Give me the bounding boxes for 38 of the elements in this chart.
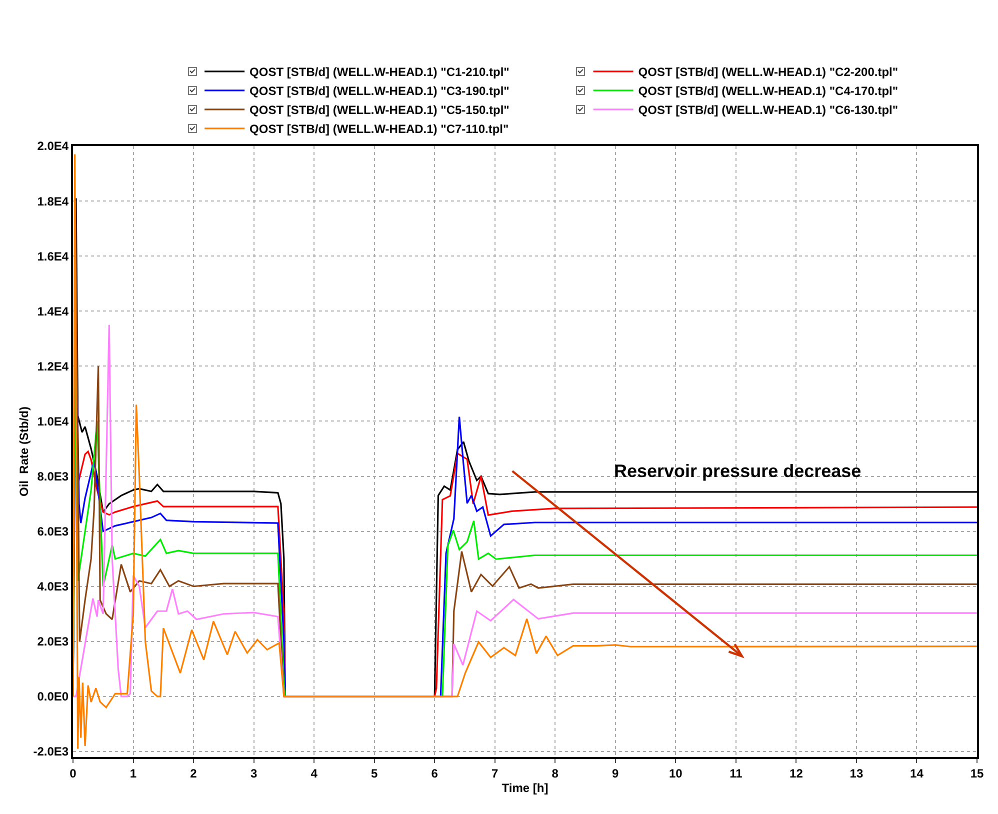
x-tick-label: 13 bbox=[850, 766, 864, 780]
y-tick-label: 2.0E4 bbox=[37, 139, 69, 154]
legend-label: QOST [STB/d] (WELL.W-HEAD.1) "C2-200.tpl" bbox=[638, 65, 898, 80]
y-tick-label: 8.0E3 bbox=[37, 469, 69, 484]
x-tick-label: 2 bbox=[190, 766, 198, 780]
x-tick-label: 11 bbox=[730, 766, 743, 780]
legend-label: QOST [STB/d] (WELL.W-HEAD.1) "C3-190.tpl" bbox=[250, 84, 510, 98]
legend-label: QOST [STB/d] (WELL.W-HEAD.1) "C4-170.tpl" bbox=[638, 84, 898, 98]
x-tick-label: 4 bbox=[310, 766, 318, 780]
x-tick-label: 1 bbox=[130, 766, 137, 780]
y-tick-label: 1.2E4 bbox=[37, 359, 69, 374]
legend-label: QOST [STB/d] (WELL.W-HEAD.1) "C7-110.tpl" bbox=[250, 122, 509, 136]
y-tick-label: 6.0E3 bbox=[37, 524, 69, 539]
x-axis-title: Time [h] bbox=[502, 780, 548, 795]
x-tick-label: 0 bbox=[70, 766, 77, 780]
x-tick-label: 3 bbox=[250, 766, 258, 780]
x-tick-label: 8 bbox=[552, 766, 559, 780]
y-tick-label: 0.0E0 bbox=[37, 690, 69, 704]
x-tick-label: 5 bbox=[370, 766, 378, 780]
y-tick-label: 1.6E4 bbox=[37, 249, 69, 264]
y-tick-label: 4.0E3 bbox=[37, 580, 69, 594]
x-tick-label: 7 bbox=[492, 766, 499, 780]
legend-label: QOST [STB/d] (WELL.W-HEAD.1) "C5-150.tpl" bbox=[250, 103, 510, 118]
annotation: Reservoir pressure decrease bbox=[614, 461, 862, 481]
x-tick-label: 12 bbox=[790, 766, 804, 780]
x-tick-label: 15 bbox=[970, 766, 984, 780]
y-axis-title: Oil Rate (Stb/d) bbox=[17, 406, 32, 496]
legend-label: QOST [STB/d] (WELL.W-HEAD.1) "C6-130.tpl" bbox=[638, 103, 898, 118]
legend-label: QOST [STB/d] (WELL.W-HEAD.1) "C1-210.tpl" bbox=[250, 65, 510, 80]
y-tick-label: 1.0E4 bbox=[37, 414, 69, 428]
x-tick-label: 9 bbox=[612, 766, 620, 780]
y-tick-label: 2.0E3 bbox=[37, 634, 69, 649]
x-tick-label: 6 bbox=[431, 766, 438, 780]
x-tick-label: 14 bbox=[910, 766, 924, 780]
y-tick-label: 1.4E4 bbox=[37, 304, 69, 318]
y-tick-label: -2.0E3 bbox=[33, 744, 69, 759]
y-tick-label: 1.8E4 bbox=[37, 194, 69, 208]
x-tick-label: 10 bbox=[668, 766, 683, 780]
